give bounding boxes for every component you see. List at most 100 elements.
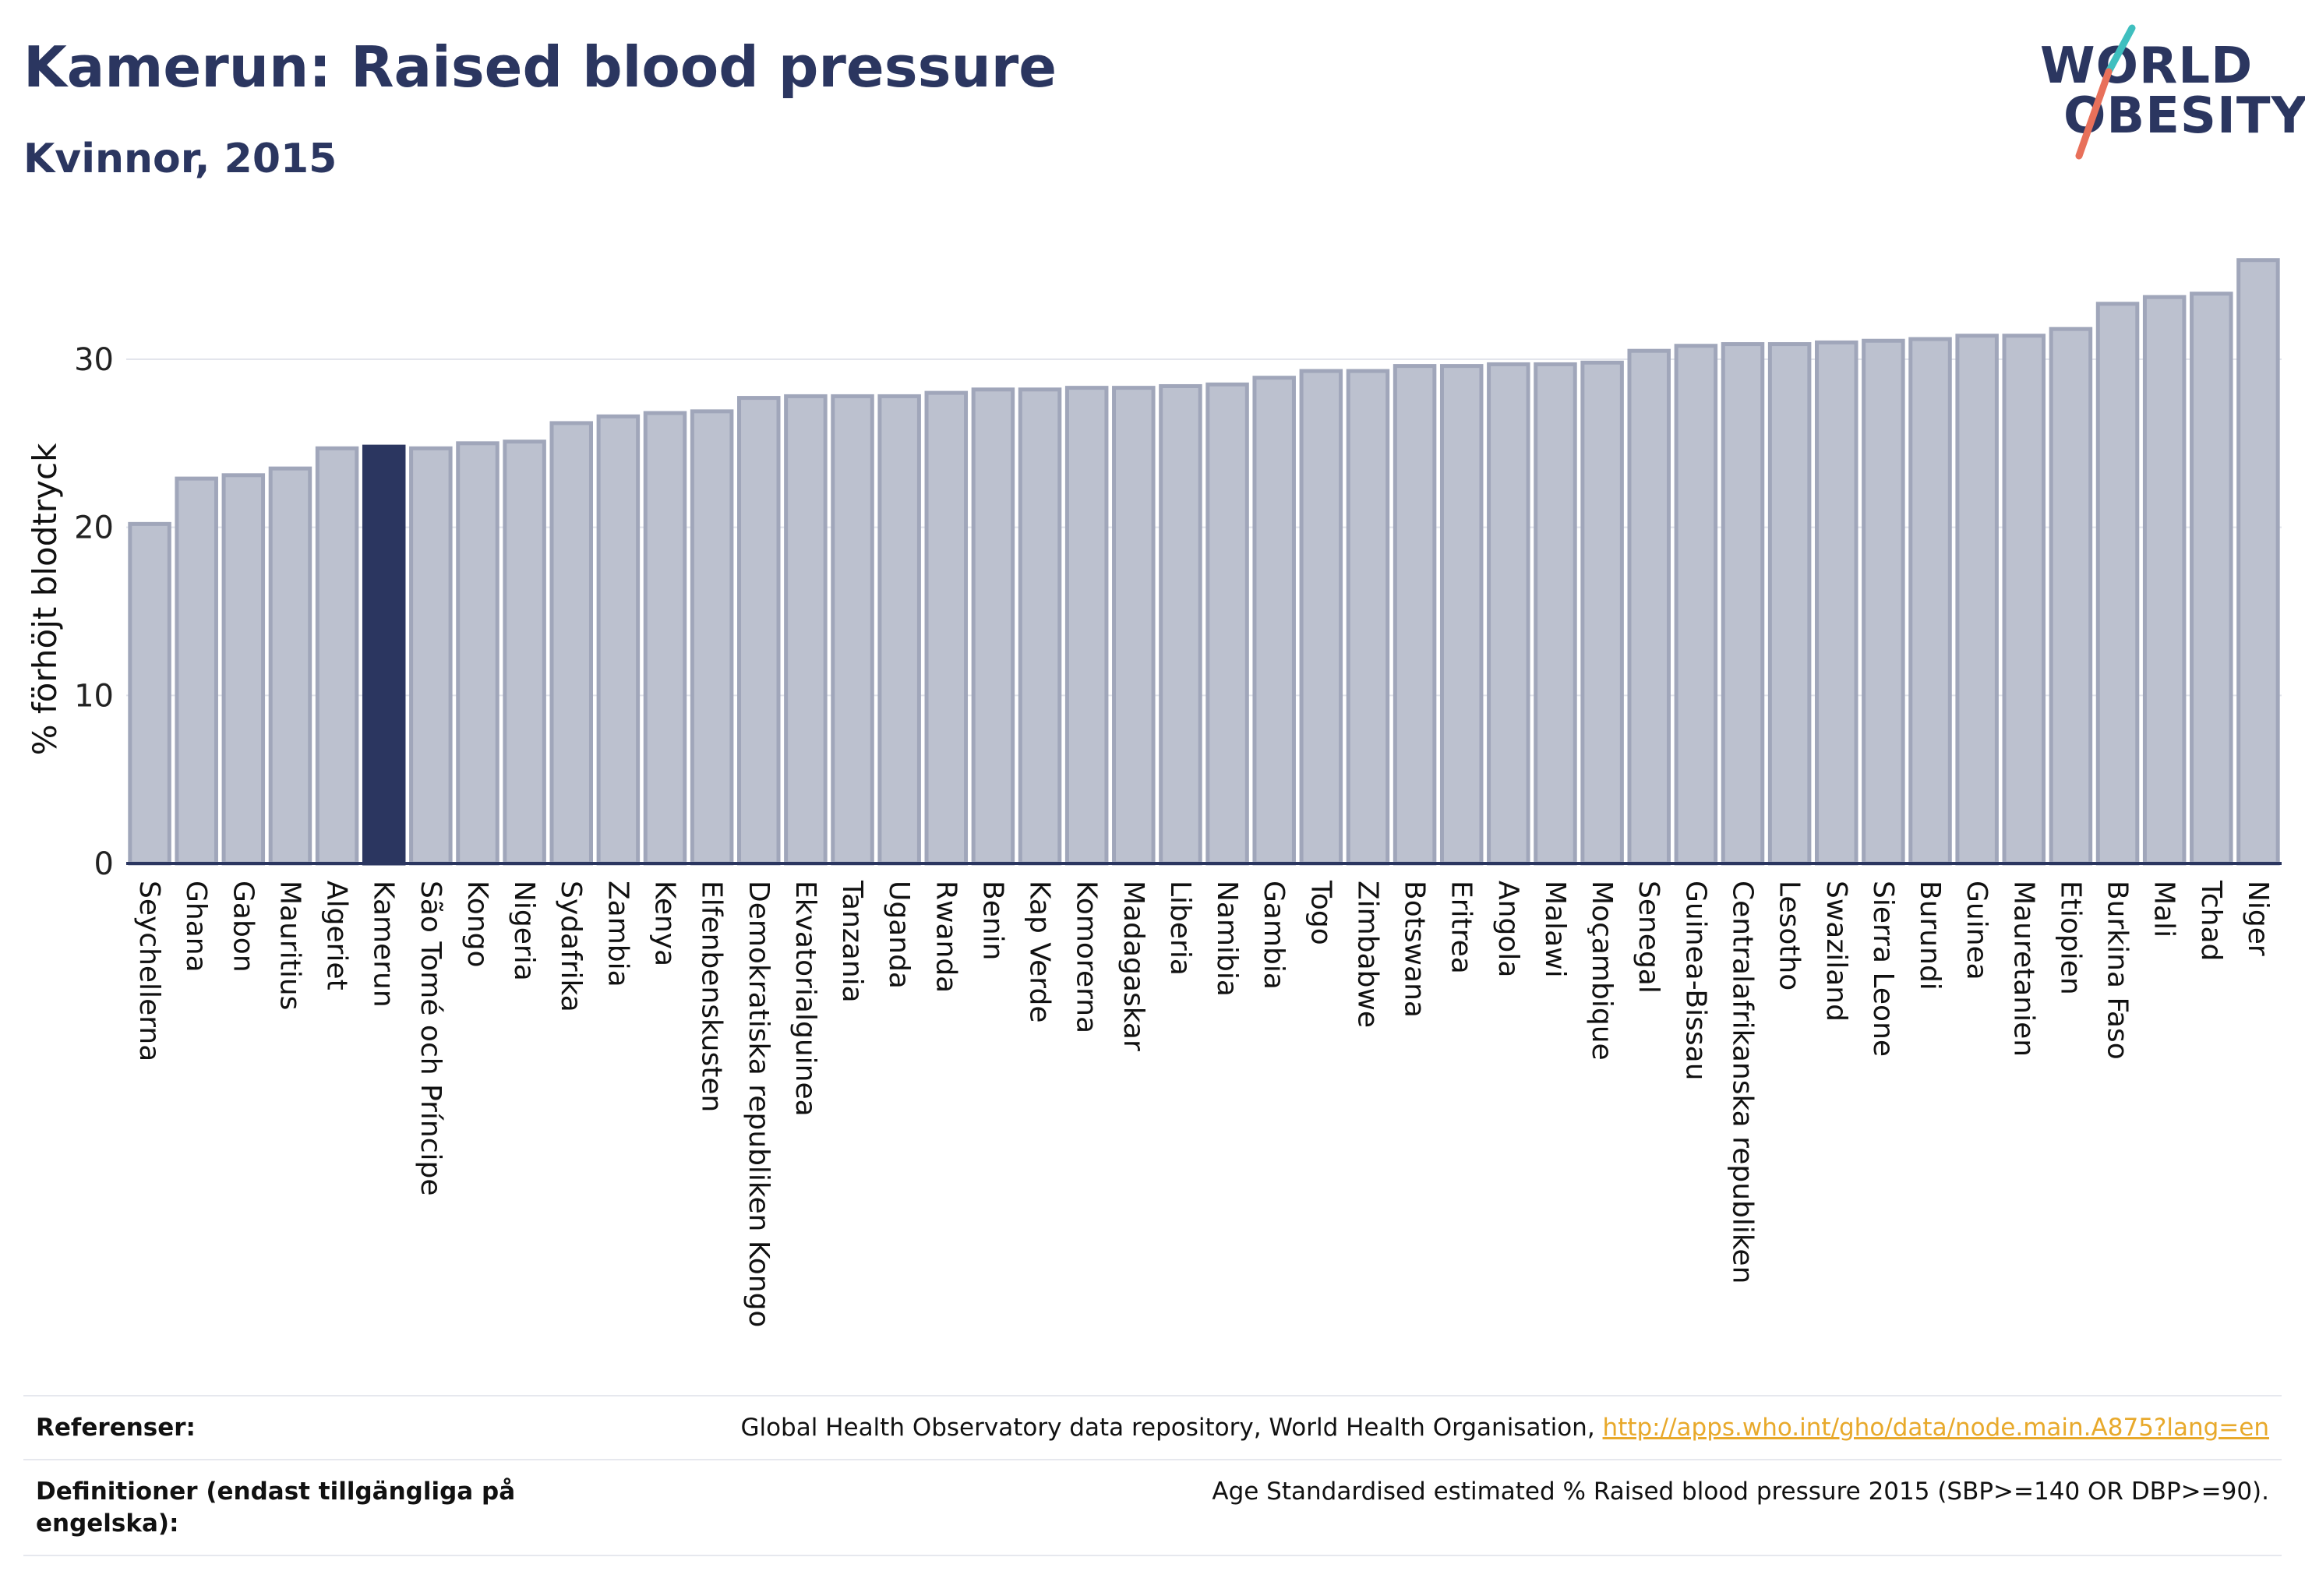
bar (784, 394, 828, 866)
y-tick-label: 10 (74, 678, 114, 714)
bar (1112, 386, 1156, 866)
y-tick-label: 0 (94, 846, 114, 882)
bar (877, 394, 921, 866)
x-tick-label: Kap Verde (1024, 881, 1056, 1022)
x-tick-label: Eritrea (1445, 881, 1477, 974)
x-tick-label: Rwanda (930, 881, 962, 993)
bar (1439, 364, 1484, 866)
x-tick-label: Niger (2242, 881, 2274, 956)
bar (1862, 338, 1905, 866)
bar (362, 444, 406, 866)
references-text: Global Health Observatory data repositor… (740, 1414, 1603, 1442)
y-tick-labels: 0 10 20 30 (74, 342, 114, 882)
bar (2190, 291, 2233, 866)
world-obesity-logo: WORLD OBESITY (2034, 23, 2305, 164)
bar (2236, 258, 2280, 866)
bar (1767, 342, 1812, 866)
definitions-value: Age Standardised estimated % Raised bloo… (1212, 1478, 2269, 1506)
chart-subtitle: Kvinnor, 2015 (23, 136, 337, 182)
bar (690, 409, 734, 866)
references-row: Referenser: Global Health Observatory da… (23, 1395, 2282, 1459)
logo-line-1: WORLD (2040, 37, 2254, 95)
x-tick-label: Uganda (883, 881, 915, 989)
bar (315, 446, 359, 866)
x-tick-label: Senegal (1633, 881, 1664, 994)
x-tick-label: Komorerna (1071, 881, 1103, 1033)
x-tick-label: Malawi (1539, 881, 1571, 978)
bar (1627, 348, 1671, 866)
x-tick-label: Zimbabwe (1351, 881, 1383, 1028)
bar (1159, 383, 1202, 866)
x-tick-label: Sierra Leone (1867, 881, 1899, 1057)
x-tick-label: Tchad (2195, 880, 2227, 961)
x-tick-label: Swaziland (1820, 881, 1852, 1022)
bar (503, 440, 546, 866)
x-tick-label: Centralafrikanska republiken (1727, 881, 1759, 1284)
chart-title: Kamerun: Raised blood pressure (23, 34, 1057, 100)
bar (1815, 340, 1858, 866)
y-tick-label: 20 (74, 510, 114, 546)
x-tick-label: Kamerun (368, 881, 400, 1008)
x-tick-label: Togo (1304, 880, 1336, 945)
x-tick-label: Benin (976, 881, 1008, 960)
x-tick-labels: Seychellerna Ghana Gabon Mauritius Algeriet K… (133, 880, 2274, 1327)
x-tick-label: Namibia (1211, 881, 1243, 997)
x-tick-label: Madagaskar (1117, 881, 1149, 1051)
x-tick-label: Etiopien (2054, 881, 2086, 995)
bar (2002, 334, 2046, 866)
y-tick-label: 30 (74, 342, 114, 378)
bar (1064, 386, 1109, 866)
bar (596, 414, 641, 866)
x-tick-label: Nigeria (508, 881, 540, 981)
x-tick-label: Zambia (602, 881, 634, 987)
bar (2142, 295, 2187, 866)
x-tick-label: Ekvatorialguinea (789, 881, 821, 1117)
bar (737, 396, 781, 866)
x-tick-label: Sydafrika (555, 881, 587, 1012)
bar (1487, 362, 1530, 866)
bar (128, 521, 171, 866)
bar (1580, 360, 1624, 866)
definitions-row: Definitioner (endast tillgängliga på eng… (23, 1459, 2282, 1556)
bar (175, 476, 218, 866)
references-label: Referenser: (36, 1414, 196, 1442)
bar (643, 411, 687, 866)
bar (1346, 369, 1390, 866)
bar (831, 394, 874, 866)
x-tick-label: Mali (2148, 881, 2180, 937)
bar (1252, 376, 1296, 866)
x-tick-label: Burundi (1914, 881, 1946, 990)
bar (1393, 364, 1437, 866)
bar (1018, 387, 1062, 866)
x-tick-label: Gabon (227, 881, 259, 973)
bar (549, 421, 593, 866)
x-tick-label: Botswana (1399, 881, 1431, 1018)
x-tick-label: Lesotho (1774, 881, 1806, 990)
references-value: Global Health Observatory data repositor… (740, 1412, 2269, 1443)
bar (268, 466, 312, 866)
bar (1534, 362, 1577, 866)
logo-slash-icon (2075, 24, 2136, 160)
x-tick-label: Moçambique (1586, 881, 1618, 1061)
definitions-label: Definitioner (endast tillgängliga på eng… (36, 1478, 516, 1538)
x-tick-label: Mauretanien (2007, 881, 2039, 1057)
y-axis-label: % förhöjt blodtryck (26, 443, 64, 755)
bar (1674, 344, 1718, 866)
bar-chart: 0 10 20 30 Seychellerna Ghana Gabon Mauritius A… (26, 258, 2282, 1327)
references-link[interactable]: http://apps.who.int/gho/data/node.main.A… (1602, 1414, 2269, 1442)
x-tick-label: Burkina Faso (2102, 881, 2134, 1060)
bar (1955, 334, 1999, 866)
x-tick-label: Mauritius (274, 881, 305, 1010)
x-tick-label: Kongo (461, 881, 493, 968)
x-tick-label: Tanzania (836, 880, 868, 1003)
bar (456, 441, 499, 866)
bar (971, 387, 1015, 866)
bar (221, 473, 266, 866)
x-tick-label: Angola (1492, 881, 1524, 977)
bar (409, 446, 453, 866)
x-tick-label: Ghana (180, 881, 212, 973)
bar (2095, 302, 2140, 866)
x-tick-label: Algeriet (321, 881, 353, 990)
x-tick-label: Gambia (1258, 881, 1290, 990)
bar (1205, 382, 1249, 866)
